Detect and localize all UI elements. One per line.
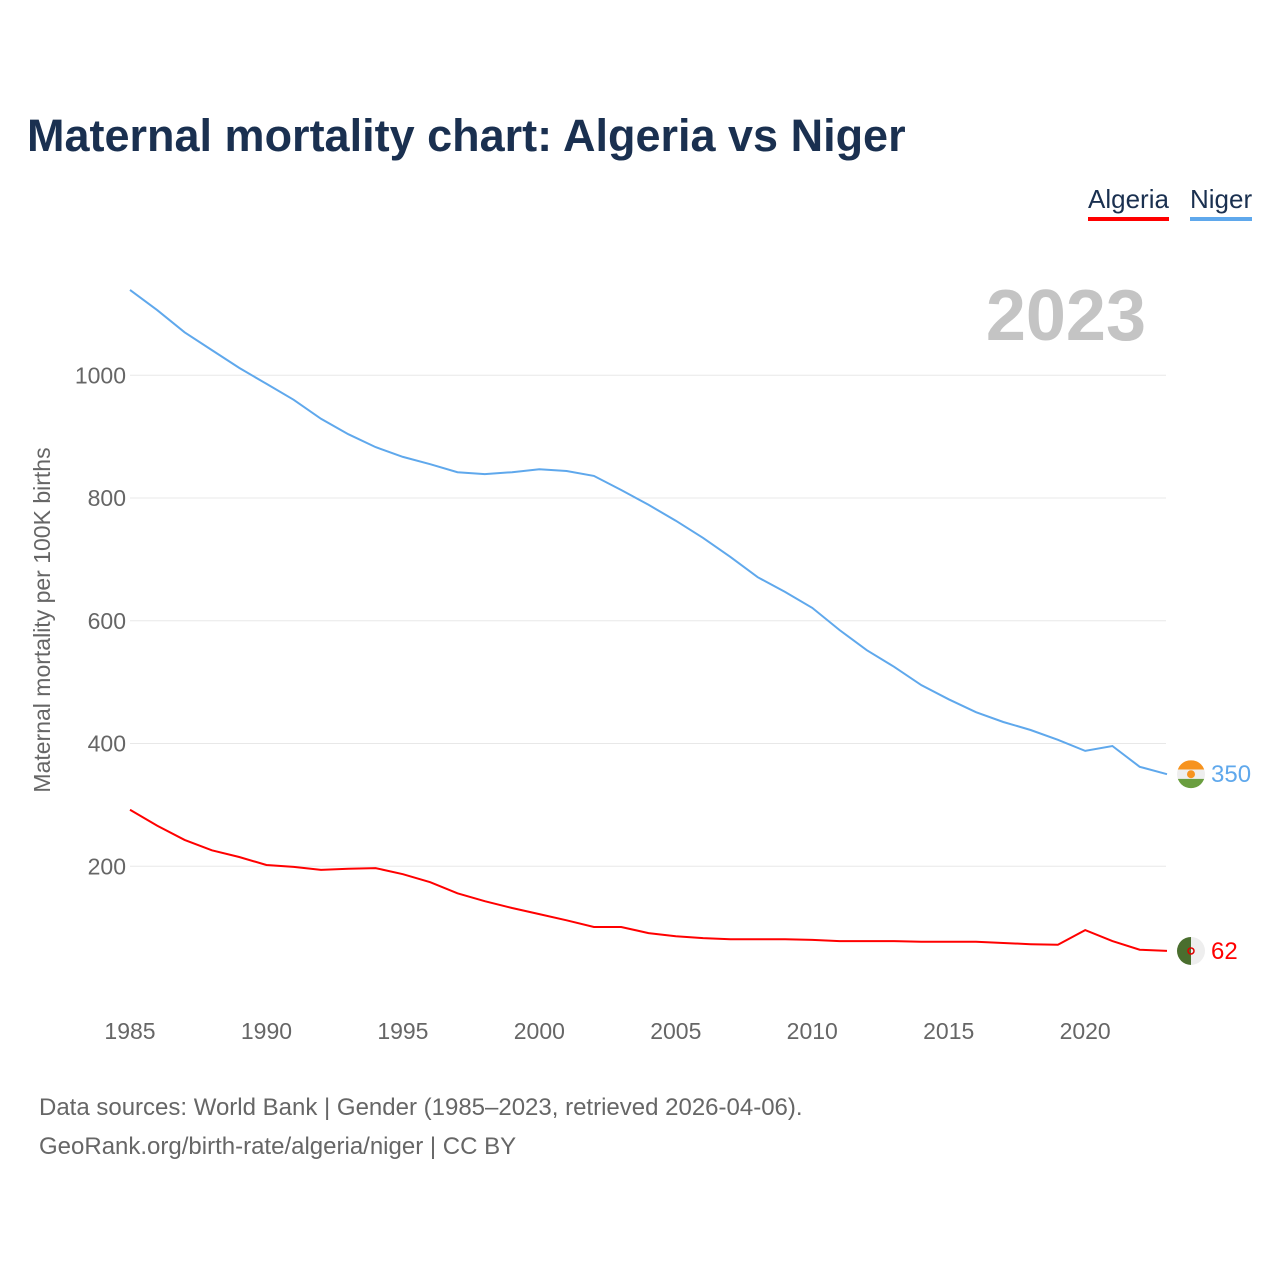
source-line-1: Data sources: World Bank | Gender (1985–… — [39, 1094, 803, 1121]
niger-flag-icon — [1177, 760, 1205, 789]
chart-title: Maternal mortality chart: Algeria vs Nig… — [27, 110, 906, 161]
x-tick-label: 1985 — [104, 1018, 155, 1044]
algeria-flag-icon — [1177, 936, 1205, 965]
y-tick-label: 1000 — [75, 362, 126, 388]
legend-niger[interactable]: Niger — [1190, 184, 1253, 221]
y-axis-label: Maternal mortality per 100K births — [29, 447, 55, 792]
y-tick-label: 200 — [88, 853, 126, 879]
x-tick-label: 1990 — [241, 1018, 292, 1044]
x-tick-label: 2005 — [650, 1018, 701, 1044]
y-tick-label: 600 — [88, 608, 126, 634]
series-line-niger — [129, 289, 1168, 776]
x-tick-label: 2020 — [1060, 1018, 1111, 1044]
year-watermark: 2023 — [986, 276, 1146, 356]
x-tick-label: 1995 — [377, 1018, 428, 1044]
legend-algeria[interactable]: Algeria — [1088, 184, 1169, 221]
x-tick-label: 2015 — [923, 1018, 974, 1044]
x-tick-label: 2000 — [514, 1018, 565, 1044]
end-value-label: 350 — [1211, 761, 1251, 788]
series-line-algeria — [129, 808, 1168, 952]
source-note: Data sources: World Bank | Gender (1985–… — [39, 1088, 803, 1166]
end-value-label: 62 — [1211, 938, 1238, 965]
x-tick-label: 2010 — [787, 1018, 838, 1044]
y-tick-label: 800 — [88, 485, 126, 511]
y-tick-label: 400 — [88, 731, 126, 757]
source-line-2: GeoRank.org/birth-rate/algeria/niger | C… — [39, 1133, 517, 1160]
